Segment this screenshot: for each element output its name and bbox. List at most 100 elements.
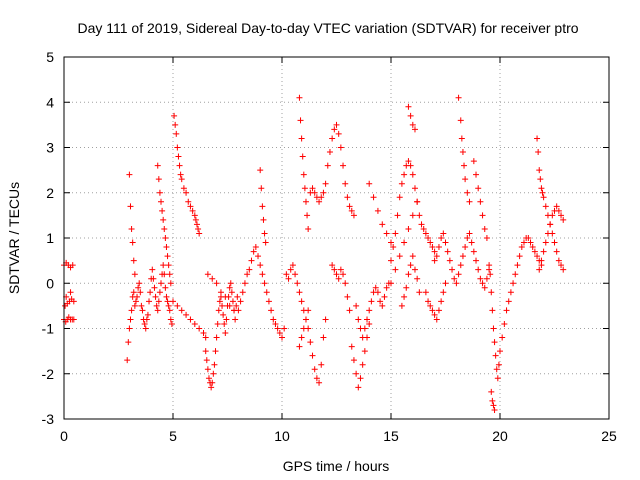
x-tick-label: 10: [274, 428, 290, 444]
data-point: [158, 280, 165, 287]
data-point: [407, 162, 414, 169]
data-point: [355, 384, 362, 391]
x-axis-label: GPS time / hours: [283, 458, 390, 474]
data-point: [147, 289, 154, 296]
data-point: [211, 361, 218, 368]
data-point: [331, 266, 338, 273]
data-point: [313, 375, 320, 382]
x-tick-label: 5: [169, 428, 177, 444]
y-tick-label: 1: [46, 230, 54, 246]
data-point: [296, 343, 303, 350]
data-point: [163, 244, 170, 251]
data-point: [131, 302, 138, 309]
data-point: [287, 266, 294, 273]
data-point: [209, 379, 216, 386]
data-point: [558, 262, 565, 269]
data-point: [262, 239, 269, 246]
data-point: [164, 253, 171, 260]
data-point: [202, 348, 209, 355]
data-point: [151, 284, 158, 291]
data-point: [481, 225, 488, 232]
data-point: [297, 117, 304, 124]
data-point: [414, 275, 421, 282]
data-point: [514, 262, 521, 269]
data-point: [177, 171, 184, 178]
data-point: [405, 158, 412, 165]
data-point: [265, 298, 272, 305]
data-point: [160, 262, 167, 269]
data-point: [70, 316, 77, 323]
data-point: [560, 266, 567, 273]
data-point: [163, 293, 170, 300]
data-point: [128, 307, 135, 314]
data-point: [222, 293, 229, 300]
data-point: [379, 302, 386, 309]
data-point: [483, 235, 490, 241]
data-point: [357, 375, 364, 382]
data-point: [370, 194, 377, 201]
data-point: [477, 275, 484, 282]
data-point: [155, 176, 162, 183]
y-axis-label: SDTVAR / TECUs: [6, 182, 22, 294]
data-point: [191, 320, 198, 327]
data-point: [333, 121, 340, 128]
data-point: [390, 244, 397, 251]
data-point: [558, 212, 565, 219]
data-point: [353, 302, 360, 309]
data-point: [196, 230, 203, 237]
data-point: [361, 348, 368, 355]
data-point: [551, 239, 558, 246]
data-point: [209, 275, 216, 282]
data-point: [442, 239, 449, 246]
data-point: [326, 149, 333, 156]
data-point: [152, 293, 159, 300]
data-point: [337, 266, 344, 273]
data-point: [442, 280, 449, 287]
data-point: [383, 284, 390, 291]
data-point: [226, 302, 233, 309]
data-point: [405, 103, 412, 110]
data-point: [250, 248, 257, 255]
data-point: [435, 307, 442, 314]
data-point: [329, 135, 336, 142]
data-point: [159, 207, 166, 214]
data-point: [340, 162, 347, 169]
data-point: [318, 361, 325, 368]
data-point: [422, 230, 429, 237]
data-point: [342, 280, 349, 287]
data-point: [185, 198, 192, 205]
data-point: [232, 316, 239, 323]
data-point: [489, 397, 496, 404]
data-point: [210, 370, 217, 377]
data-point: [311, 189, 318, 196]
data-point: [141, 320, 148, 327]
data-point: [403, 284, 410, 291]
data-point: [217, 289, 224, 296]
data-point: [501, 320, 508, 327]
data-point: [544, 230, 551, 237]
data-point: [309, 352, 316, 359]
data-point: [124, 357, 131, 364]
x-tick-label: 15: [383, 428, 399, 444]
data-point: [204, 271, 211, 278]
data-point: [535, 149, 542, 156]
data-point: [149, 266, 156, 273]
data-point: [261, 280, 268, 287]
data-point: [477, 198, 484, 205]
data-point: [488, 289, 495, 296]
data-point: [281, 325, 288, 332]
data-point: [527, 239, 534, 246]
data-point: [346, 307, 353, 314]
data-point: [298, 298, 305, 305]
data-point: [446, 257, 453, 264]
data-point: [258, 185, 265, 192]
data-point: [125, 339, 132, 346]
data-point: [481, 284, 488, 291]
data-point: [479, 280, 486, 287]
data-point: [69, 262, 76, 269]
data-point: [226, 284, 233, 291]
data-point: [257, 262, 264, 269]
data-point: [214, 320, 221, 327]
data-point: [466, 198, 473, 205]
data-point: [320, 334, 327, 341]
